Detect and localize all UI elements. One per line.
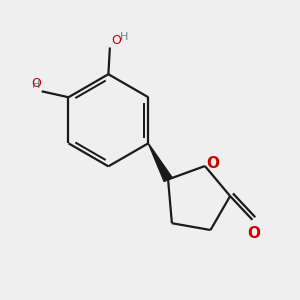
Text: O: O [248, 226, 260, 242]
Text: O: O [32, 77, 41, 90]
Text: O: O [206, 156, 219, 171]
Text: H: H [32, 80, 40, 90]
Polygon shape [148, 143, 172, 182]
Text: H: H [120, 32, 128, 42]
Text: O: O [111, 34, 121, 46]
